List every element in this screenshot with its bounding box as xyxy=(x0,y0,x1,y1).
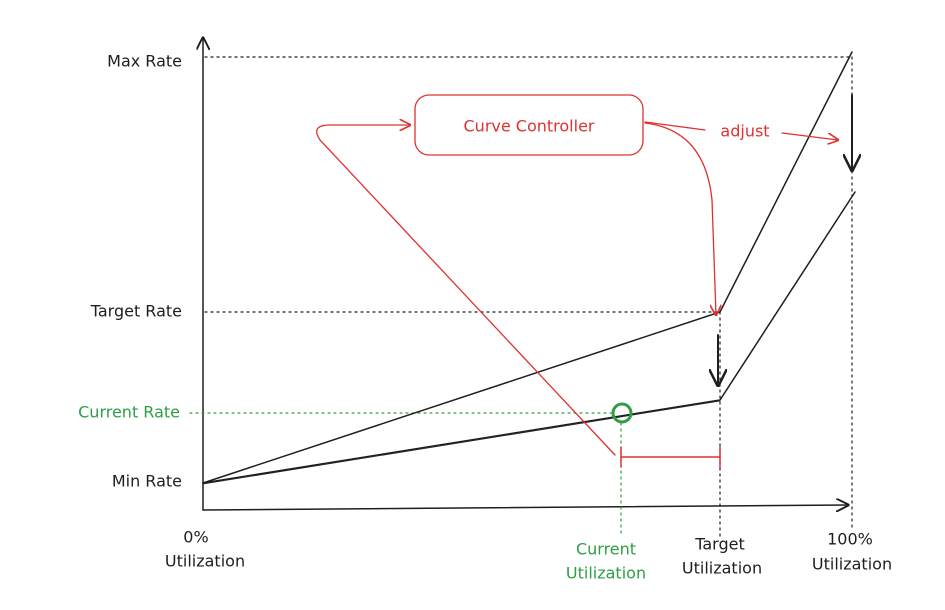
y-label: Max Rate xyxy=(107,52,182,71)
x-label: Utilization xyxy=(566,564,646,583)
x-axis xyxy=(202,505,848,510)
x-label: Utilization xyxy=(682,559,762,578)
adjust-arrow xyxy=(781,132,838,140)
y-label: Current Rate xyxy=(78,403,180,422)
shapes xyxy=(189,38,856,541)
y-label: Min Rate xyxy=(112,472,182,491)
target-arrow xyxy=(644,122,716,315)
x-label: 0% xyxy=(183,528,208,547)
x-label: Utilization xyxy=(165,552,245,571)
controller-label: Curve Controller xyxy=(464,117,595,136)
x-label: Utilization xyxy=(812,555,892,574)
x-label: Target xyxy=(694,535,745,554)
current-guides xyxy=(189,412,622,536)
curve-after xyxy=(202,191,856,484)
x-label: 100% xyxy=(827,530,873,549)
current-point xyxy=(611,402,633,424)
action-label: adjust xyxy=(720,122,769,141)
controller-box xyxy=(414,94,644,156)
x-label: Current xyxy=(576,540,636,559)
feedback-arrow xyxy=(316,125,616,456)
y-label: Target Rate xyxy=(90,302,182,321)
